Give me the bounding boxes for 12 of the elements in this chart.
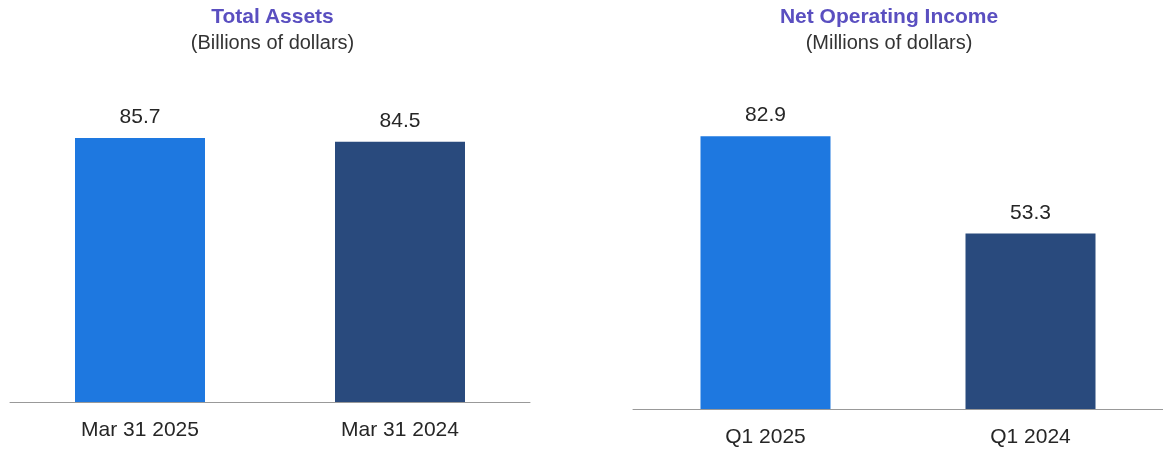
chart-subtitle: (Millions of dollars) (805, 31, 973, 53)
chart-subtitle: (Billions of dollars) (190, 31, 355, 53)
x-tick-label: Q1 2025 (725, 424, 806, 447)
chart-title: Net Operating Income (779, 4, 999, 27)
x-tick-label: Q1 2024 (990, 424, 1072, 447)
chart-title: Total Assets (211, 4, 334, 27)
data-label: 85.7 (119, 103, 161, 127)
x-tick-label: Mar 31 2025 (81, 417, 199, 440)
data-label: 84.5 (379, 107, 421, 131)
data-label: 82.9 (745, 102, 786, 126)
data-label: 53.3 (1010, 199, 1051, 223)
x-tick-label: Mar 31 2024 (341, 417, 460, 440)
